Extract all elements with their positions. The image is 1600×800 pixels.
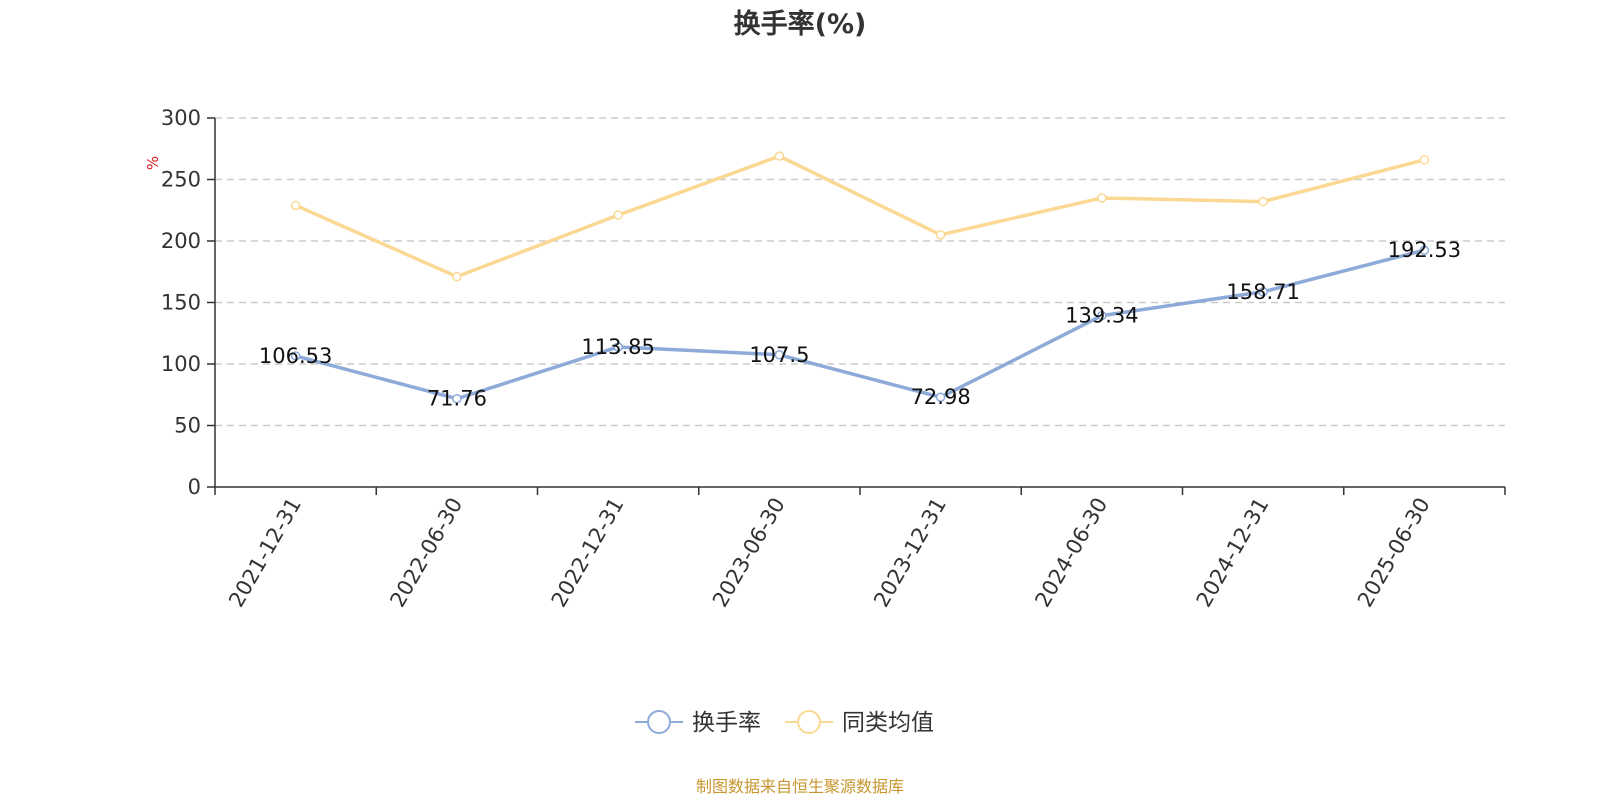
point-同类均值-2022-06-30: [452, 271, 462, 282]
data-label-2024-12-31: 158.71: [1226, 280, 1299, 304]
data-label-2024-06-30: 139.34: [1065, 304, 1138, 328]
series-lines: [290, 151, 1430, 404]
grid-lines: [215, 117, 1505, 427]
series-line-同类均值: [294, 154, 1425, 279]
point-换手率-2024-12-31: [1258, 287, 1268, 297]
point-换手率-2025-06-30: [1419, 245, 1430, 255]
y-tick-label-300: 300: [161, 106, 201, 130]
y-tick-label-250: 250: [161, 168, 201, 192]
y-tick-label-150: 150: [161, 291, 201, 315]
legend-marker-换手率: [647, 710, 671, 734]
legend-item-同类均值[interactable]: 同类均值: [785, 710, 934, 736]
x-tick-label-2021-12-31: 2021-12-31: [224, 494, 306, 612]
legend-label-同类均值: 同类均值: [842, 710, 934, 736]
x-tick-label-2023-06-30: 2023-06-30: [708, 494, 790, 612]
data-label-2023-12-31: 72.98: [911, 385, 971, 409]
point-同类均值-2024-12-31: [1258, 196, 1268, 207]
y-axis-label: %: [144, 156, 162, 170]
point-同类均值-2021-12-31: [290, 200, 301, 211]
point-换手率-2024-06-30: [1097, 310, 1107, 321]
x-tick-label-2025-06-30: 2025-06-30: [1353, 494, 1435, 612]
point-同类均值-2024-06-30: [1097, 193, 1107, 203]
point-同类均值-2022-12-31: [613, 210, 623, 220]
y-tick-label-200: 200: [161, 229, 201, 253]
point-换手率-2023-12-31: [935, 392, 946, 402]
point-换手率-2021-12-31: [290, 351, 301, 361]
series-line-换手率: [295, 248, 1425, 401]
data-label-2023-06-30: 107.5: [749, 343, 809, 367]
data-label-2022-06-30: 71.76: [427, 387, 487, 411]
y-tick-label-0: 0: [188, 475, 201, 499]
x-tick-label-2022-06-30: 2022-06-30: [385, 494, 467, 612]
point-换手率-2022-06-30: [452, 393, 462, 404]
x-tick-label-2024-12-31: 2024-12-31: [1192, 494, 1274, 612]
x-tick-label-2024-06-30: 2024-06-30: [1030, 494, 1112, 612]
x-tick-label-2022-12-31: 2022-12-31: [547, 494, 629, 612]
x-tick-label-2023-12-31: 2023-12-31: [869, 494, 951, 612]
legend[interactable]: 换手率 同类均值: [635, 710, 934, 736]
y-tick-label-50: 50: [174, 414, 201, 438]
point-换手率-2022-12-31: [613, 342, 623, 352]
point-同类均值-2023-06-30: [774, 151, 785, 161]
legend-label-换手率: 换手率: [692, 710, 761, 736]
data-label-2022-12-31: 113.85: [581, 335, 654, 359]
point-同类均值-2023-12-31: [935, 230, 946, 240]
legend-item-换手率[interactable]: 换手率: [635, 710, 761, 736]
data-label-2025-06-30: 192.53: [1388, 238, 1461, 262]
data-labels: 106.53 71.76 113.85 107.5 72.98 139.34 158.71 1…: [259, 238, 1461, 411]
source-note: 制图数据来自恒生聚源数据库: [696, 777, 904, 796]
legend-marker-同类均值: [797, 710, 821, 734]
y-tick-label-100: 100: [161, 352, 201, 376]
point-换手率-2023-06-30: [774, 350, 785, 360]
chart-title: 换手率(%): [734, 8, 867, 40]
data-label-2021-12-31: 106.53: [259, 344, 332, 368]
point-同类均值-2025-06-30: [1419, 155, 1430, 165]
